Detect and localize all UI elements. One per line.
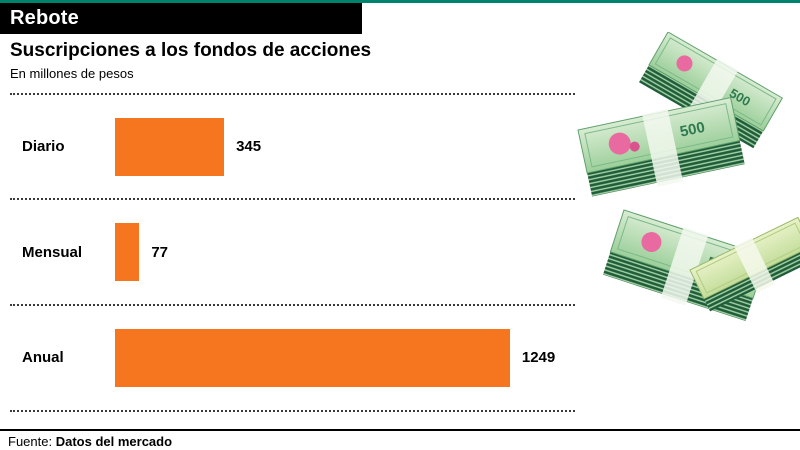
bar-row-diario: Diario 345 xyxy=(10,93,575,198)
bar-row-mensual: Mensual 77 xyxy=(10,198,575,304)
category-label: Mensual xyxy=(22,243,83,261)
bar-value: 77 xyxy=(151,243,169,261)
bar-track: 77 xyxy=(115,223,575,281)
chart-subtitle: En millones de pesos xyxy=(10,66,134,81)
banknote-denomination: 500 xyxy=(678,119,706,141)
bar-chart: Diario 345 Mensual 77 Anual 1249 xyxy=(10,93,575,412)
bar-value: 345 xyxy=(236,138,262,155)
bar-anual xyxy=(115,328,510,387)
bar-diario xyxy=(115,117,225,176)
source-note: Fuente: Datos del mercado xyxy=(8,434,172,449)
source-label: Fuente: xyxy=(8,434,53,449)
footer-rule xyxy=(0,429,800,431)
source-value: Datos del mercado xyxy=(55,434,173,449)
banknote-stacks-image: 500 500 500 xyxy=(577,32,800,322)
chart-title: Suscripciones a los fondos de acciones xyxy=(10,40,372,61)
category-label: Diario xyxy=(22,138,65,155)
top-accent-line xyxy=(0,0,800,3)
bar-value: 1249 xyxy=(521,349,556,366)
bar-row-anual: Anual 1249 xyxy=(10,304,575,409)
bar-track: 1249 xyxy=(115,328,575,387)
section-tag: Rebote xyxy=(0,3,362,34)
category-label: Anual xyxy=(22,349,64,366)
bar-track: 345 xyxy=(115,117,575,176)
bar-mensual xyxy=(115,223,140,281)
section-tag-label: Rebote xyxy=(10,7,79,29)
